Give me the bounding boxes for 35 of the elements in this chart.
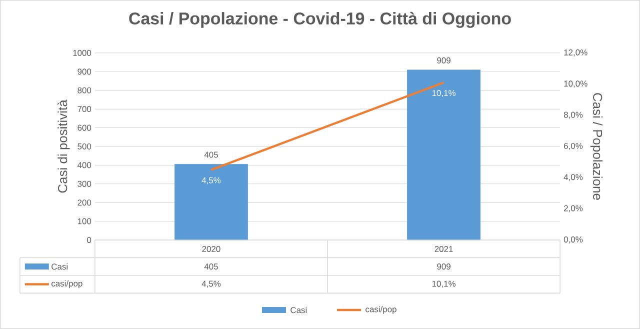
y2-tick-label: 6,0%: [564, 142, 583, 150]
y-tick-label: 700: [78, 106, 92, 112]
y-tick-label: 400: [77, 162, 92, 168]
data-label: 10,1%: [432, 280, 456, 288]
y2-axis-title: Casi / Popolazione: [590, 93, 603, 200]
y2-tick-label: 10,0%: [564, 80, 588, 88]
legend-label: casi/pop: [366, 306, 396, 314]
y-tick-label: 1000: [73, 50, 92, 56]
y2-tick-label: 0,0%: [564, 236, 583, 244]
y-tick-label: 0: [87, 237, 92, 244]
text: 4,5%: [202, 177, 221, 184]
text: 909: [437, 57, 450, 64]
y-tick-label: 900: [78, 68, 92, 75]
text: 10,1%: [432, 90, 456, 98]
chart-title: Casi / Popolazione - Covid-19 - Città di Oggiono: [129, 12, 511, 28]
text: casi/pop: [51, 280, 82, 288]
y2-tick-label: 8,0%: [564, 112, 583, 119]
data-label: 405: [204, 264, 218, 270]
text: 405: [204, 152, 218, 158]
data-label: 909: [437, 264, 450, 270]
y2-tick-label: 2,0%: [564, 205, 583, 212]
y-tick-label: 200: [78, 200, 92, 206]
y-tick-label: 500: [78, 143, 92, 150]
y-tick-label: 800: [78, 87, 92, 94]
legend-label: Casi: [290, 306, 307, 314]
text: Casi: [52, 263, 68, 270]
y-axis-title: Casi di positività: [58, 100, 70, 193]
y2-tick-label: 12,0%: [564, 49, 588, 56]
x-tick-label: 2021: [434, 246, 453, 252]
y2-tick-label: 4,0%: [564, 174, 583, 182]
y-tick-label: 300: [78, 180, 92, 187]
x-tick-label: 2020: [202, 246, 220, 252]
y-tick-label: 100: [78, 218, 92, 224]
data-label: 4,5%: [202, 280, 221, 288]
y-tick-label: 600: [78, 124, 92, 131]
